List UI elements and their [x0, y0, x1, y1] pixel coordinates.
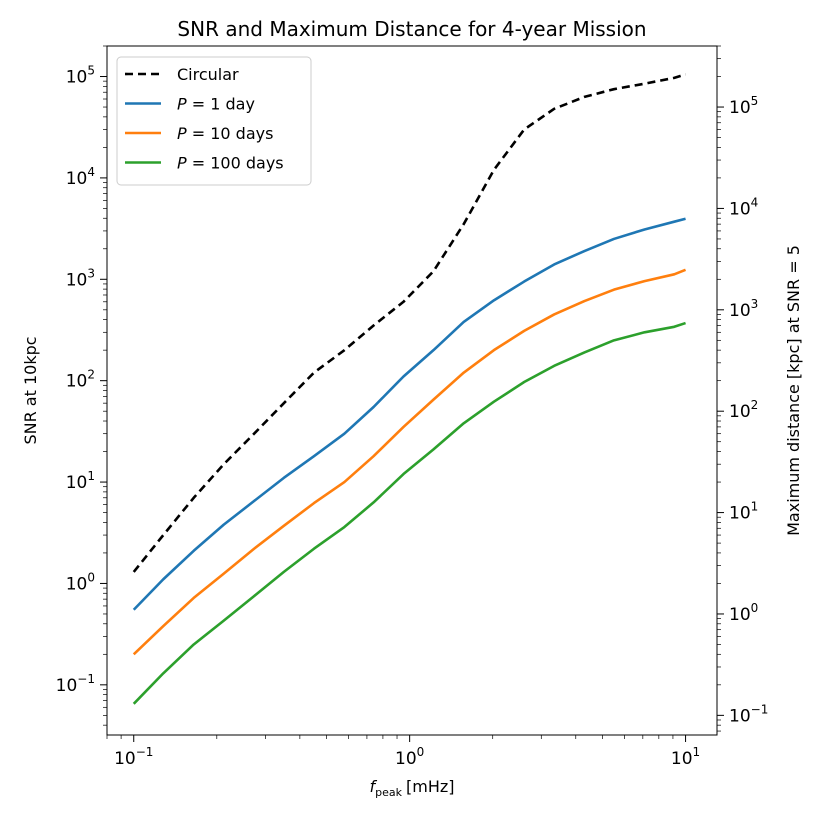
series-line-1 [132, 217, 686, 611]
x-axis-title-unit: [mHz] [406, 777, 455, 796]
x-axis-title-symbol: f [369, 777, 377, 796]
y-right-tick-label-3: 102 [729, 398, 758, 422]
series-line-2 [132, 268, 687, 656]
x-axis-title-subscript: peak [375, 786, 402, 799]
legend: Circular P = 1 day P = 10 days P = 100 days [116, 56, 312, 186]
y-right-tick-label-1: 100 [729, 601, 758, 625]
y-tick-label-5: 104 [66, 165, 95, 189]
series-line-3 [132, 321, 686, 705]
legend-label-0: Circular [177, 65, 239, 84]
y-tick-label-3: 102 [66, 368, 95, 392]
legend-label-3: P = 100 days [177, 154, 284, 173]
y-axis-title: SNR at 10kpc [21, 336, 40, 444]
x-axis-title: fpeak [mHz] [369, 777, 454, 799]
legend-box [116, 56, 312, 186]
y-right-tick-label-4: 103 [729, 297, 758, 321]
y-tick-label-1: 100 [66, 570, 95, 594]
y-right-tick-label-0: 10−1 [729, 702, 768, 726]
y-right-tick-label-2: 101 [729, 500, 758, 524]
y-tick-label-2: 101 [66, 469, 95, 493]
x-tick-label-1: 100 [395, 745, 424, 769]
y-right-tick-label-5: 104 [729, 195, 758, 219]
y-tick-label-4: 103 [66, 266, 95, 290]
legend-label-1: P = 1 day [177, 95, 255, 114]
series-line-0 [132, 73, 686, 573]
axes-layer: 10−1 100 101 10−1 100 101 102 103 104 105 10−1 100 1… [56, 45, 768, 769]
y-axis-right-title: Maximum distance [kpc] at SNR = 5 [784, 245, 803, 536]
x-tick-label-0: 10−1 [114, 745, 153, 769]
y-right-tick-label-6: 105 [729, 94, 758, 118]
chart-title: SNR and Maximum Distance for 4-year Miss… [177, 17, 646, 41]
series-layer [132, 73, 687, 705]
legend-label-2: P = 10 days [177, 124, 273, 143]
y-tick-label-6: 105 [66, 64, 95, 88]
x-tick-label-2: 101 [671, 745, 700, 769]
y-tick-label-0: 10−1 [56, 672, 95, 696]
